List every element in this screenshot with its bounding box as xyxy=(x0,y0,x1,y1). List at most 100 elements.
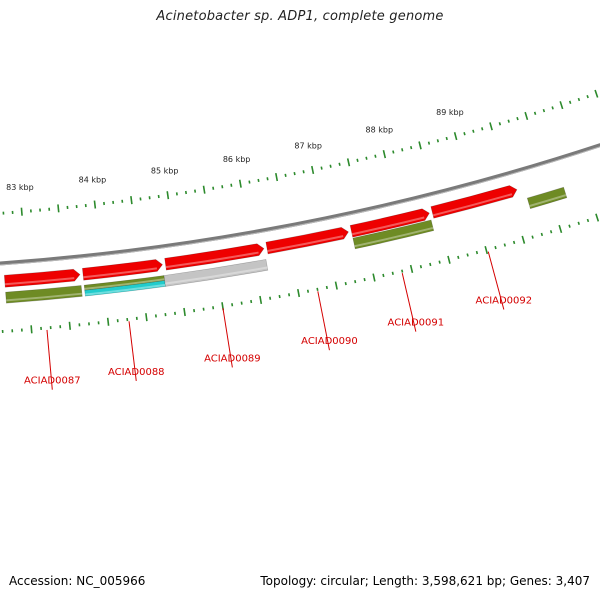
inner-major-tick xyxy=(202,185,206,194)
inner-major-tick xyxy=(594,89,599,98)
outer-major-tick xyxy=(183,307,186,317)
inner-minor-tick xyxy=(266,177,269,181)
feature-tracks[interactable] xyxy=(0,185,568,304)
inner-major-tick xyxy=(166,191,170,200)
inner-minor-tick xyxy=(533,111,537,115)
outer-minor-tick xyxy=(250,299,253,304)
gene-bar-ACIAD0091[interactable] xyxy=(352,219,435,250)
cds-arrow-ACIAD0092[interactable] xyxy=(430,185,518,219)
outer-minor-tick xyxy=(475,250,479,255)
inner-minor-tick xyxy=(586,94,589,99)
outer-minor-tick xyxy=(429,262,432,267)
outer-minor-tick xyxy=(503,243,506,247)
inner-minor-tick xyxy=(392,150,395,154)
gene-label: ACIAD0092 xyxy=(476,296,533,307)
backbone-highlight xyxy=(0,146,600,266)
outer-major-tick xyxy=(484,246,489,255)
outer-major-tick xyxy=(334,281,338,290)
inner-major-tick xyxy=(418,141,422,150)
callout-ACIAD0087[interactable]: ACIAD0087 xyxy=(24,329,81,390)
callout-ACIAD0092[interactable]: ACIAD0092 xyxy=(476,251,533,310)
cds-arrow-ACIAD0088[interactable] xyxy=(82,259,163,281)
outer-major-tick xyxy=(372,273,376,282)
inner-major-tick xyxy=(130,196,133,205)
outer-minor-tick xyxy=(531,235,534,239)
inner-major-tick xyxy=(238,179,242,188)
kbp-label: 84 kbp xyxy=(79,176,107,185)
outer-minor-tick xyxy=(401,269,404,273)
callout-ACIAD0089[interactable]: ACIAD0089 xyxy=(204,308,261,368)
inner-minor-tick xyxy=(516,116,519,121)
inner-minor-tick xyxy=(248,180,251,184)
outer-minor-tick xyxy=(419,265,423,269)
inner-minor-tick xyxy=(293,171,296,176)
kbp-scale-labels: 83 kbp 84 kbp 85 kbp 86 kbp 87 kbp 88 kbp 89 k… xyxy=(6,108,463,192)
inner-minor-tick xyxy=(230,183,233,187)
gene-bar-ACIAD0088[interactable] xyxy=(83,275,166,291)
inner-minor-tick xyxy=(329,164,332,168)
gene-bar-ACIAD0089[interactable] xyxy=(163,259,269,287)
gene-callouts: ACIAD0087 ACIAD0088 ACIAD0089 ACIAD0090 ACIA… xyxy=(24,251,533,390)
gene-bar-ACIAD0087[interactable] xyxy=(5,285,83,304)
gene-label: ACIAD0088 xyxy=(108,367,165,378)
callout-ACIAD0091[interactable]: ACIAD0091 xyxy=(388,273,445,332)
outer-minor-tick xyxy=(494,245,497,250)
callout-ACIAD0088[interactable]: ACIAD0088 xyxy=(108,321,165,381)
inner-major-tick xyxy=(524,111,529,121)
gene-label: ACIAD0091 xyxy=(388,318,445,329)
inner-minor-tick xyxy=(284,173,287,177)
cds-arrow-ACIAD0087[interactable] xyxy=(3,268,81,288)
cds-arrow-ACIAD0089[interactable] xyxy=(164,243,265,271)
outer-minor-tick xyxy=(549,230,553,234)
outer-major-tick xyxy=(106,317,110,326)
genome-summary-text: Topology: circular; Length: 3,598,621 bp… xyxy=(260,574,590,588)
inner-major-tick xyxy=(275,173,279,182)
kbp-label: 86 kbp xyxy=(223,155,251,164)
backbone-line xyxy=(0,143,600,266)
outer-minor-tick xyxy=(382,273,385,278)
kbp-label: 83 kbp xyxy=(6,183,34,192)
kbp-label: 89 kbp xyxy=(436,108,464,117)
outer-major-tick xyxy=(447,255,451,264)
outer-major-tick xyxy=(595,213,600,222)
cds-arrow-ACIAD0091[interactable] xyxy=(349,208,430,238)
inner-major-tick xyxy=(489,122,493,131)
inner-major-tick xyxy=(311,165,315,175)
genome-title: Acinetobacter sp. ADP1, complete genome xyxy=(156,9,444,24)
inner-major-tick xyxy=(453,132,458,141)
inner-minor-tick xyxy=(445,136,448,141)
gene-label: ACIAD0087 xyxy=(24,376,81,387)
outer-minor-tick xyxy=(269,296,272,300)
inner-minor-tick xyxy=(410,145,413,150)
outer-minor-tick xyxy=(278,294,281,299)
gene-bar-edge-right[interactable] xyxy=(526,186,568,210)
genome-backbone xyxy=(0,143,600,266)
outer-minor-tick xyxy=(568,224,571,228)
inner-minor-tick xyxy=(427,141,431,145)
inner-minor-tick xyxy=(356,158,359,162)
inner-minor-tick xyxy=(436,139,440,143)
inner-major-tick xyxy=(559,101,564,110)
gene-label: ACIAD0090 xyxy=(301,336,358,347)
outer-tick-track xyxy=(1,213,600,334)
outer-major-tick xyxy=(30,325,33,334)
accession-text: Accession: NC_005966 xyxy=(9,574,146,588)
inner-major-tick xyxy=(93,200,97,209)
inner-major-tick xyxy=(346,158,351,167)
outer-minor-tick xyxy=(354,279,357,284)
outer-minor-tick xyxy=(438,260,441,264)
outer-minor-tick xyxy=(306,289,310,293)
callout-ACIAD0090[interactable]: ACIAD0090 xyxy=(301,291,358,351)
inner-minor-tick xyxy=(568,100,572,104)
outer-major-tick xyxy=(521,235,526,244)
outer-major-tick xyxy=(68,321,72,330)
inner-minor-tick xyxy=(542,108,546,113)
inner-minor-tick xyxy=(507,119,510,123)
outer-major-tick xyxy=(409,264,414,274)
gene-label: ACIAD0089 xyxy=(204,353,261,364)
inner-minor-tick xyxy=(374,154,377,158)
outer-major-tick xyxy=(558,224,563,234)
cds-arrow-ACIAD0090[interactable] xyxy=(265,226,349,255)
outer-minor-tick xyxy=(457,255,460,260)
